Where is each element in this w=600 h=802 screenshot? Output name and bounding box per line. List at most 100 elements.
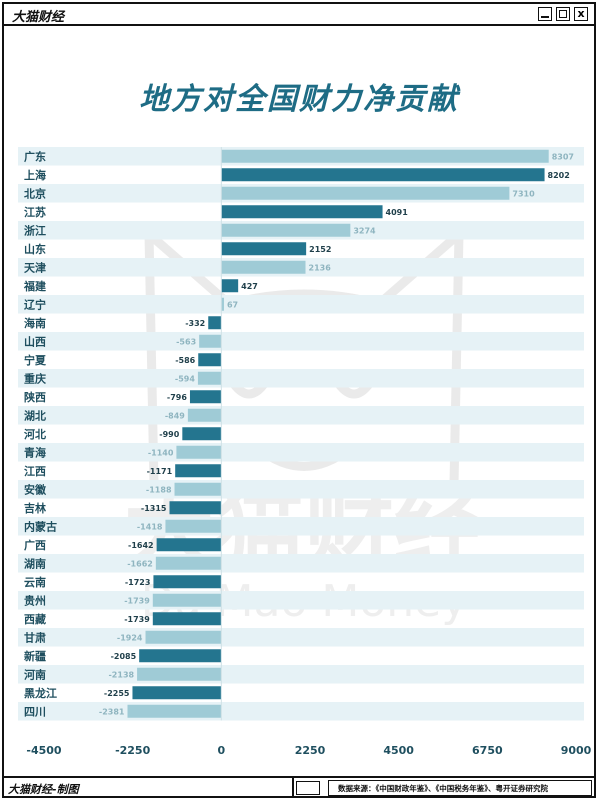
- x-tick-label: 4500: [383, 744, 414, 757]
- footer-source: 数据来源：《中国财政年鉴》、《中国税务年鉴》、粤开证券研究院: [338, 784, 548, 793]
- row-stripe: [18, 591, 584, 610]
- category-label: 广西: [24, 538, 46, 552]
- bar: [156, 538, 222, 552]
- value-label: -594: [175, 374, 195, 383]
- category-label: 河南: [24, 667, 46, 681]
- value-label: -1662: [127, 559, 153, 568]
- category-label: 江苏: [24, 205, 46, 219]
- value-label: -332: [185, 319, 205, 328]
- category-label: 江西: [24, 464, 46, 478]
- row-stripe: [18, 517, 584, 536]
- category-label: 青海: [24, 445, 46, 459]
- value-label: -1924: [117, 633, 143, 642]
- category-label: 吉林: [24, 501, 46, 515]
- bar: [221, 223, 351, 237]
- category-label: 湖南: [24, 556, 46, 570]
- value-label: -1140: [148, 448, 174, 457]
- bar: [221, 168, 545, 182]
- value-label: -1723: [125, 578, 151, 587]
- x-tick-label: 9000: [561, 744, 592, 757]
- minimize-button[interactable]: [538, 7, 552, 21]
- bar: [145, 630, 222, 644]
- category-label: 云南: [24, 575, 46, 589]
- value-label: -2255: [104, 689, 130, 698]
- category-label: 福建: [23, 279, 47, 293]
- maximize-button[interactable]: [556, 7, 570, 21]
- category-label: 辽宁: [24, 297, 46, 311]
- value-label: 8307: [552, 152, 574, 161]
- bar: [153, 575, 222, 589]
- footer-credit: 大猫财经-制图: [8, 783, 79, 796]
- bar: [208, 316, 222, 330]
- category-label: 四川: [24, 705, 46, 718]
- value-label: -2381: [99, 707, 125, 716]
- bar: [221, 260, 306, 274]
- bar: [182, 427, 222, 441]
- category-label: 山东: [24, 242, 46, 256]
- footer-divider: [292, 778, 294, 796]
- row-stripe: [18, 480, 584, 499]
- bar: [127, 704, 222, 718]
- app-title: 大猫财经: [12, 10, 65, 25]
- bar: [221, 297, 224, 311]
- bar: [189, 390, 222, 404]
- value-label: -1188: [146, 485, 172, 494]
- bar: [221, 205, 383, 219]
- close-button[interactable]: x: [574, 7, 588, 21]
- value-label: -2085: [111, 652, 137, 661]
- footer-box-small: [296, 781, 320, 795]
- category-label: 安徽: [24, 482, 47, 496]
- bar: [137, 667, 222, 681]
- value-label: 4091: [386, 208, 409, 217]
- bar: [152, 612, 222, 626]
- row-stripe: [18, 554, 584, 573]
- row-stripe: [18, 332, 584, 351]
- value-label: -1315: [141, 504, 167, 513]
- value-label: 7310: [512, 189, 535, 198]
- category-label: 内蒙古: [24, 519, 57, 533]
- category-label: 天津: [24, 260, 46, 274]
- value-label: -1739: [124, 596, 150, 605]
- category-label: 新疆: [24, 649, 46, 663]
- category-label: 重庆: [24, 371, 46, 385]
- category-label: 海南: [24, 316, 46, 330]
- bar: [139, 649, 222, 663]
- footer-source-box: [328, 780, 592, 796]
- category-label: 陕西: [24, 390, 46, 404]
- category-label: 上海: [24, 168, 46, 182]
- row-stripe: [18, 295, 584, 314]
- bar-chart: 广东 8307 上海 8202 北京 7310 江苏 4091 浙江 3274 山东 2152 天津 21…: [18, 147, 592, 757]
- bar: [198, 353, 222, 367]
- value-label: -990: [159, 430, 179, 439]
- x-tick-label: 6750: [472, 744, 503, 757]
- category-label: 河北: [24, 427, 46, 441]
- bar: [221, 279, 239, 293]
- category-label: 贵州: [24, 593, 46, 607]
- category-label: 山西: [24, 334, 46, 348]
- bar: [132, 686, 222, 700]
- x-tick-label: -4500: [26, 744, 62, 757]
- bar: [197, 371, 222, 385]
- bar: [187, 408, 222, 422]
- category-label: 浙江: [24, 223, 46, 237]
- category-label: 黑龙江: [24, 686, 57, 700]
- category-label: 宁夏: [24, 353, 47, 367]
- category-label: 湖北: [24, 408, 46, 422]
- bar: [221, 242, 307, 256]
- row-stripe: [18, 369, 584, 388]
- x-tick-label: -2250: [115, 744, 151, 757]
- value-label: 3274: [353, 226, 376, 235]
- value-label: 8202: [548, 171, 570, 180]
- value-label: -1739: [124, 615, 150, 624]
- chart-title: 地方对全国财力净贡献: [139, 82, 459, 117]
- row-stripe: [18, 665, 584, 684]
- bar: [155, 556, 222, 570]
- value-label: -849: [165, 411, 185, 420]
- value-label: -1418: [137, 522, 163, 531]
- value-label: 67: [227, 300, 238, 309]
- bar: [175, 464, 222, 478]
- category-label: 北京: [24, 186, 46, 200]
- bar: [221, 186, 510, 200]
- footer: 大猫财经-制图 数据来源：《中国财政年鉴》、《中国税务年鉴》、粤开证券研究院: [4, 776, 594, 796]
- category-label: 甘肃: [24, 630, 46, 644]
